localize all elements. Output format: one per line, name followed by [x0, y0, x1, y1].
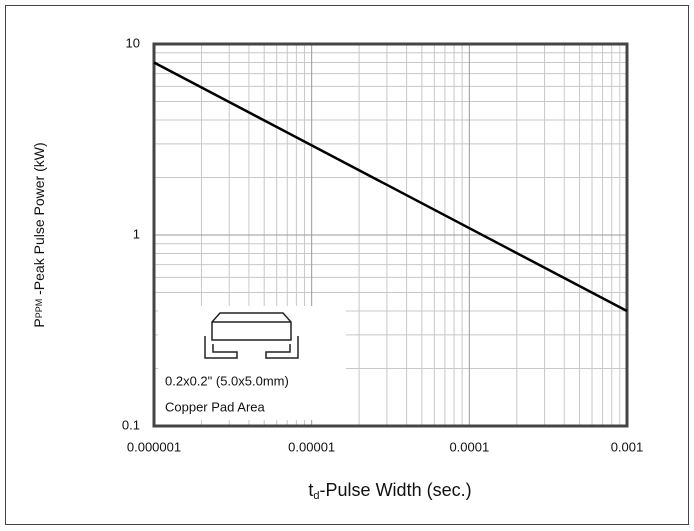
- inset-text: 0.2x0.2" (5.0x5.0mm): [165, 373, 289, 388]
- x-tick-label: 0.001: [611, 439, 644, 454]
- x-tick-label: 0.0001: [449, 439, 489, 454]
- inset: 0.2x0.2" (5.0x5.0mm) Copper Pad Area: [158, 306, 346, 420]
- x-label-sub: d: [313, 490, 319, 502]
- y-tick-label: 10: [126, 35, 140, 50]
- x-tick-label: 0.000001: [127, 439, 181, 454]
- x-axis-label: td-Pulse Width (sec.): [308, 480, 471, 502]
- y-label-main: P: [31, 318, 47, 327]
- y-label-sub: PPM: [34, 299, 44, 319]
- x-label-main: t: [308, 480, 313, 500]
- inset-box: [158, 306, 346, 420]
- x-tick-label: 0.00001: [288, 439, 335, 454]
- y-tick-label: 0.1: [122, 417, 140, 432]
- y-axis-label: PPPM -Peak Pulse Power (kW): [31, 142, 47, 327]
- inset-text: Copper Pad Area: [165, 399, 266, 414]
- plot-border: [152, 42, 629, 428]
- package-icon: [211, 312, 292, 341]
- y-tick-label: 1: [133, 226, 140, 241]
- pad-right: [265, 336, 299, 359]
- y-label-rest: -Peak Pulse Power (kW): [31, 142, 47, 298]
- x-label-rest: -Pulse Width (sec.): [320, 480, 472, 500]
- series-line: [153, 61, 628, 313]
- pad-left: [204, 336, 238, 359]
